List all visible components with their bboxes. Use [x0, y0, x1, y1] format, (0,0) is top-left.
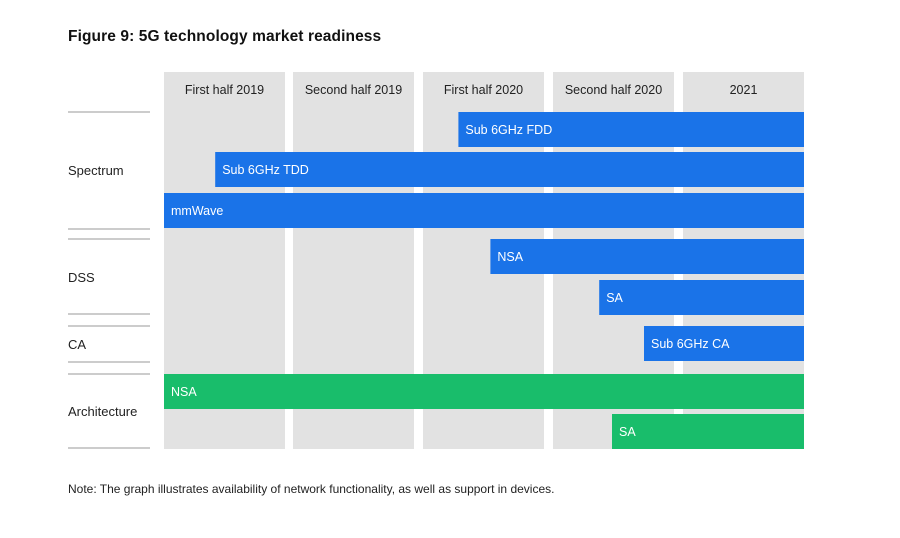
bar-label: SA [619, 425, 636, 439]
bar-label: Sub 6GHz FDD [465, 123, 552, 137]
bar-architecture-nsa [164, 374, 804, 409]
period-label: Second half 2020 [565, 83, 662, 97]
bar-spectrum-mmwave [164, 193, 804, 228]
group-label: DSS [68, 270, 95, 285]
row-dividers [68, 111, 150, 449]
bar-label: mmWave [171, 204, 223, 218]
bar-dss-sa [599, 280, 804, 315]
bar-ca-sub-6ghz-ca [644, 326, 804, 361]
period-label: First half 2020 [444, 83, 523, 97]
chart-note: Note: The graph illustrates availability… [68, 482, 555, 496]
bar-label: SA [606, 291, 623, 305]
period-label: 2021 [730, 83, 758, 97]
bar-architecture-sa [612, 414, 804, 449]
bars [164, 112, 804, 449]
bar-label: NSA [171, 385, 197, 399]
period-label: First half 2019 [185, 83, 264, 97]
bar-spectrum-sub-6ghz-tdd [215, 152, 804, 187]
group-label: Architecture [68, 404, 137, 419]
group-label: Spectrum [68, 163, 124, 178]
group-label: CA [68, 337, 86, 352]
labels: First half 2019 Second half 2019 First hal… [68, 83, 757, 439]
bar-label: Sub 6GHz CA [651, 337, 730, 351]
period-label: Second half 2019 [305, 83, 402, 97]
chart-title: Figure 9: 5G technology market readiness [68, 28, 382, 45]
bar-dss-nsa [490, 239, 804, 274]
bar-label: NSA [497, 250, 523, 264]
bar-label: Sub 6GHz TDD [222, 163, 309, 177]
bar-spectrum-sub-6ghz-fdd [458, 112, 804, 147]
